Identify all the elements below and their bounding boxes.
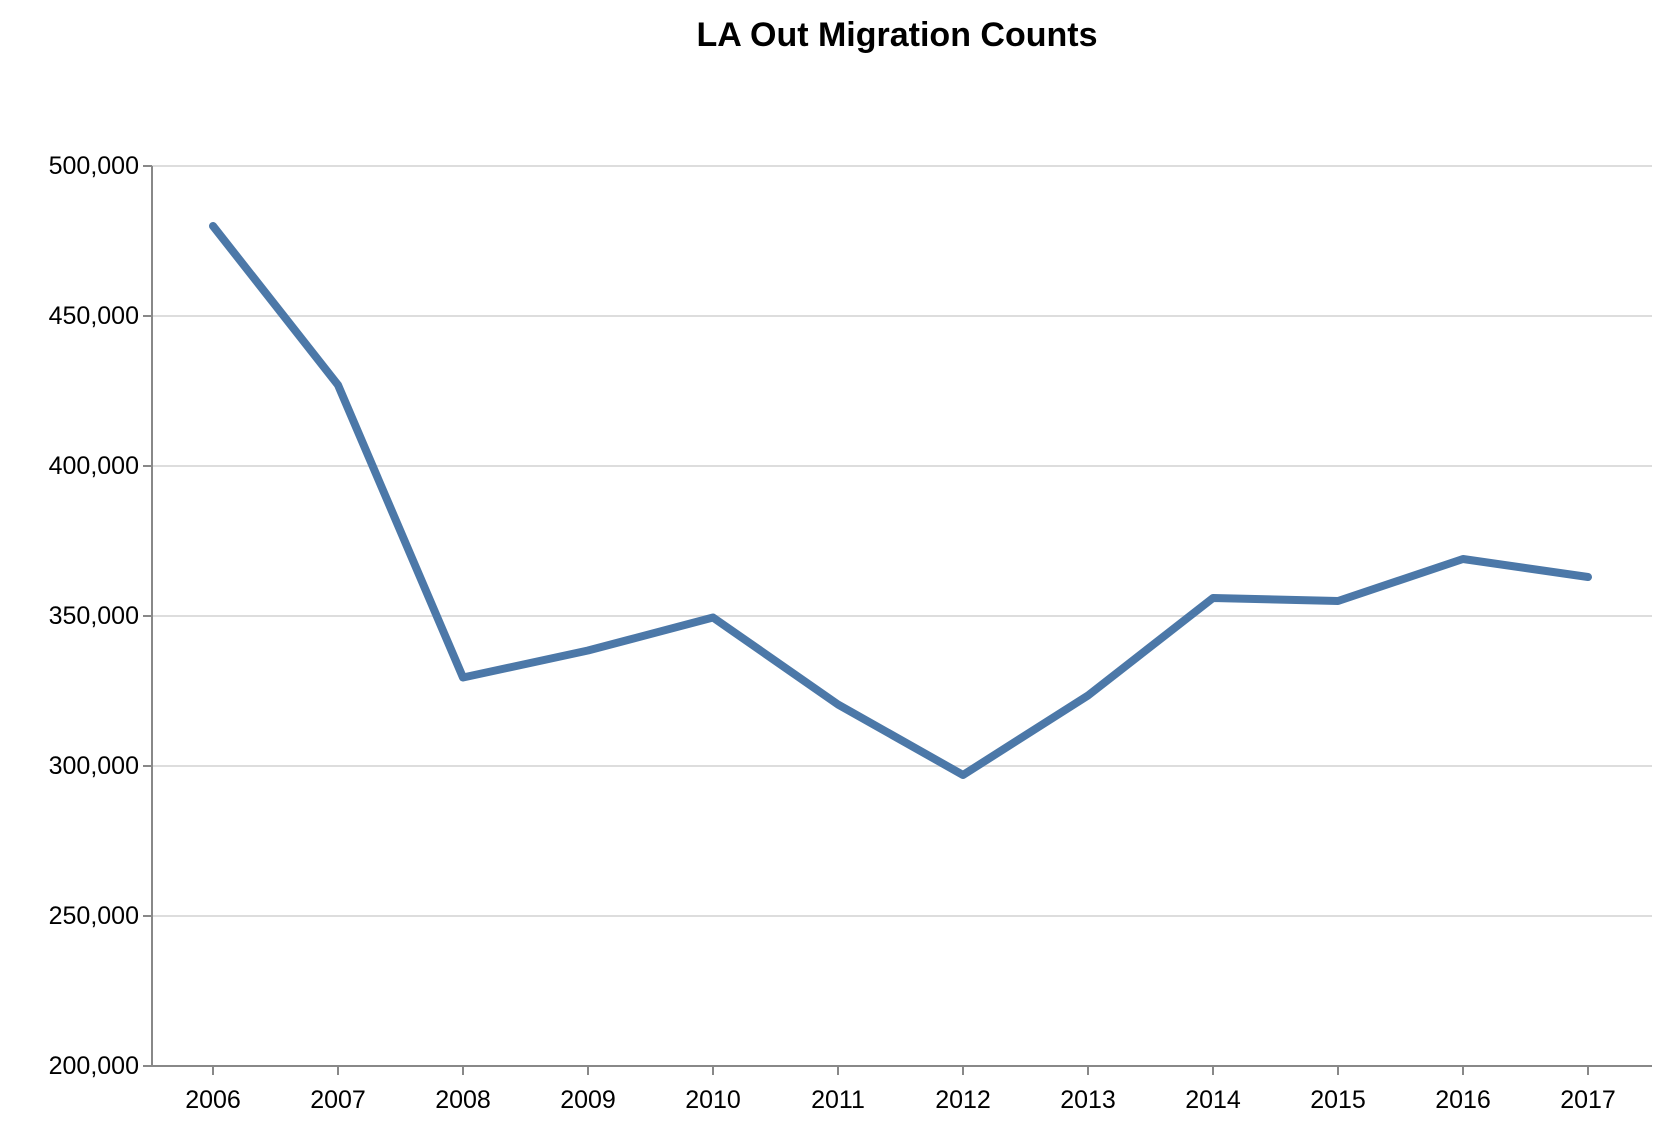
x-tick-label: 2011 bbox=[811, 1086, 865, 1114]
x-tick-label: 2010 bbox=[685, 1086, 741, 1114]
grid-lines bbox=[152, 165, 1652, 1067]
x-tick-label: 2006 bbox=[185, 1086, 241, 1114]
x-tick-label: 2007 bbox=[310, 1086, 366, 1114]
chart-title: LA Out Migration Counts bbox=[696, 16, 1097, 54]
x-tick-label: 2013 bbox=[1060, 1086, 1116, 1114]
y-tick-label: 500,000 bbox=[49, 152, 139, 180]
x-tick-label: 2016 bbox=[1435, 1086, 1491, 1114]
y-tick-label: 350,000 bbox=[49, 602, 139, 630]
x-axis: 2006 2007 2008 2009 2010 2011 2012 2013 2014 2015… bbox=[152, 1065, 1652, 1114]
y-axis: 200,000 250,000 300,000 350,000 400,000 450,0… bbox=[49, 152, 153, 1080]
series-line bbox=[209, 222, 1592, 779]
y-tick-label: 450,000 bbox=[49, 302, 139, 330]
x-tick-label: 2012 bbox=[935, 1086, 991, 1114]
y-tick-label: 300,000 bbox=[49, 752, 139, 780]
y-tick-label: 250,000 bbox=[49, 902, 139, 930]
x-tick-label: 2017 bbox=[1560, 1086, 1616, 1114]
series-layer bbox=[209, 222, 1592, 779]
x-tick-label: 2015 bbox=[1310, 1086, 1366, 1114]
y-tick-label: 200,000 bbox=[49, 1052, 139, 1080]
x-tick-label: 2014 bbox=[1185, 1086, 1241, 1114]
x-tick-label: 2008 bbox=[435, 1086, 491, 1114]
x-tick-label: 2009 bbox=[560, 1086, 616, 1114]
y-tick-label: 400,000 bbox=[49, 452, 139, 480]
